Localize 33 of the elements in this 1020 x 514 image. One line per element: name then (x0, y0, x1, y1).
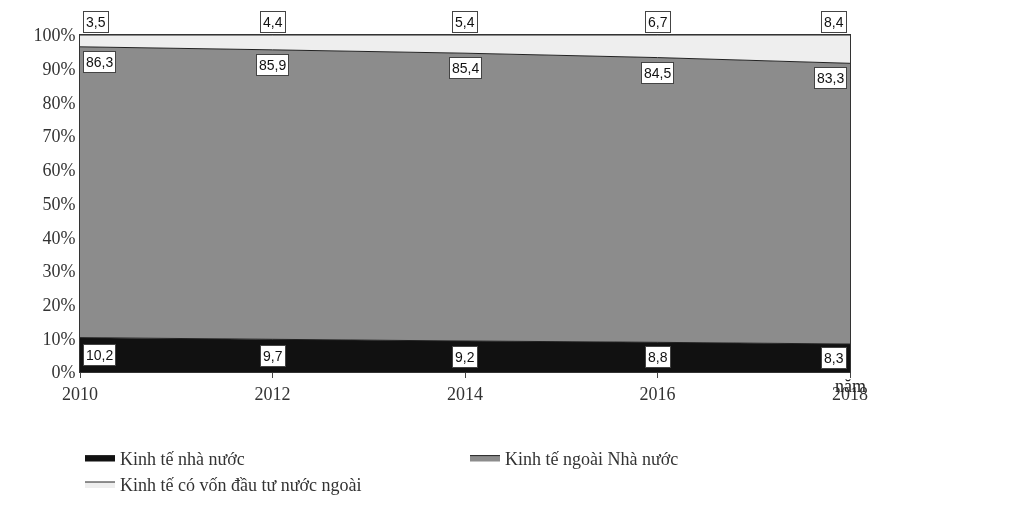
legend-label: Kinh tế có vốn đầu tư nước ngoài (120, 475, 362, 496)
data-label: 85,4 (452, 60, 480, 76)
data-label: 84,5 (644, 65, 672, 81)
data-label: 9,2 (455, 349, 475, 365)
y-tick-label: 50% (42, 193, 76, 214)
x-tick-label: 2014 (447, 383, 483, 404)
legend-label: Kinh tế nhà nước (120, 448, 245, 469)
data-label: 8,8 (648, 349, 668, 365)
y-tick-label: 30% (42, 261, 76, 282)
y-tick-label: 0% (51, 362, 76, 383)
x-tick-label: 2012 (254, 383, 291, 404)
data-label: 4,4 (263, 14, 283, 30)
data-label: 8,4 (824, 14, 844, 30)
data-label: 85,9 (259, 57, 287, 73)
y-tick-label: 100% (33, 25, 76, 46)
y-tick-label: 20% (42, 294, 76, 315)
legend-label: Kinh tế ngoài Nhà nước (505, 448, 679, 469)
y-tick-label: 60% (42, 160, 76, 181)
data-label: 5,4 (455, 14, 475, 30)
y-tick-label: 80% (42, 92, 76, 113)
data-label: 6,7 (648, 14, 668, 30)
data-label: 3,5 (86, 14, 106, 30)
x-tick-label: 2016 (639, 383, 676, 404)
data-label: 8,3 (824, 350, 844, 366)
data-label: 86,3 (86, 54, 114, 70)
data-label: 83,3 (817, 70, 845, 86)
x-tick-label: 2010 (62, 383, 98, 404)
y-tick-label: 40% (42, 227, 76, 248)
y-tick-label: 10% (42, 328, 76, 349)
data-label: 9,7 (263, 348, 283, 364)
y-tick-label: 70% (42, 126, 76, 147)
data-label: 10,2 (86, 347, 114, 363)
y-tick-label: 90% (42, 59, 76, 79)
